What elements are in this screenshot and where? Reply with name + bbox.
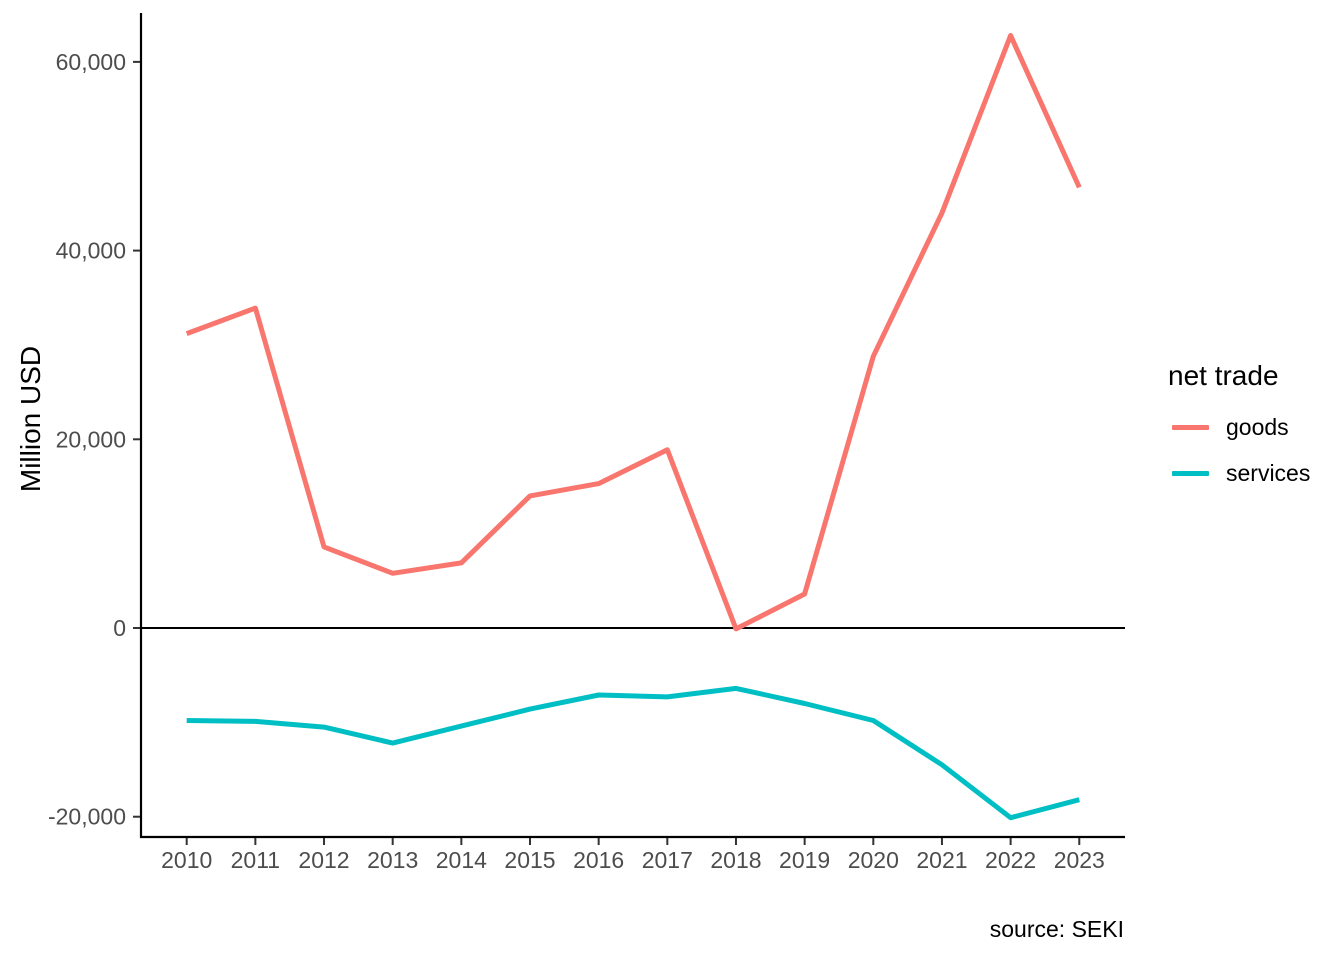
legend: net trade goods services <box>1168 360 1310 496</box>
x-tick-label: 2022 <box>985 847 1036 873</box>
x-tick-label: 2021 <box>916 847 967 873</box>
legend-label-services: services <box>1226 459 1311 486</box>
x-tick-label: 2013 <box>367 847 418 873</box>
source-caption: source: SEKI <box>989 916 1124 942</box>
x-tick-label: 2020 <box>848 847 899 873</box>
x-tick-label: 2011 <box>231 847 280 873</box>
services-line-swatch <box>1172 470 1209 476</box>
y-tick-label: 60,000 <box>56 49 126 75</box>
x-tick-label: 2019 <box>779 847 830 873</box>
x-tick-label: 2023 <box>1054 847 1105 873</box>
x-tick-label: 2018 <box>710 847 761 873</box>
x-tick-label: 2010 <box>161 847 212 873</box>
x-tick-label: 2014 <box>436 847 487 873</box>
y-tick-label: 40,000 <box>56 238 126 264</box>
y-tick-label: 0 <box>113 615 126 641</box>
y-tick-label: -20,000 <box>48 804 126 830</box>
x-tick-label: 2016 <box>573 847 624 873</box>
services-line-series <box>186 685 1080 821</box>
x-tick-label: 2015 <box>504 847 555 873</box>
x-tick-label: 2012 <box>298 847 349 873</box>
legend-label-goods: goods <box>1226 413 1289 440</box>
y-axis-title: Million USD <box>15 345 46 493</box>
legend-item-services: services <box>1172 450 1310 496</box>
legend-title: net trade <box>1168 360 1279 391</box>
y-tick-label: 20,000 <box>56 426 126 452</box>
legend-item-goods: goods <box>1172 404 1310 450</box>
goods-line-swatch <box>1172 424 1209 430</box>
goods-line-series <box>185 33 1082 632</box>
x-tick-label: 2017 <box>642 847 693 873</box>
